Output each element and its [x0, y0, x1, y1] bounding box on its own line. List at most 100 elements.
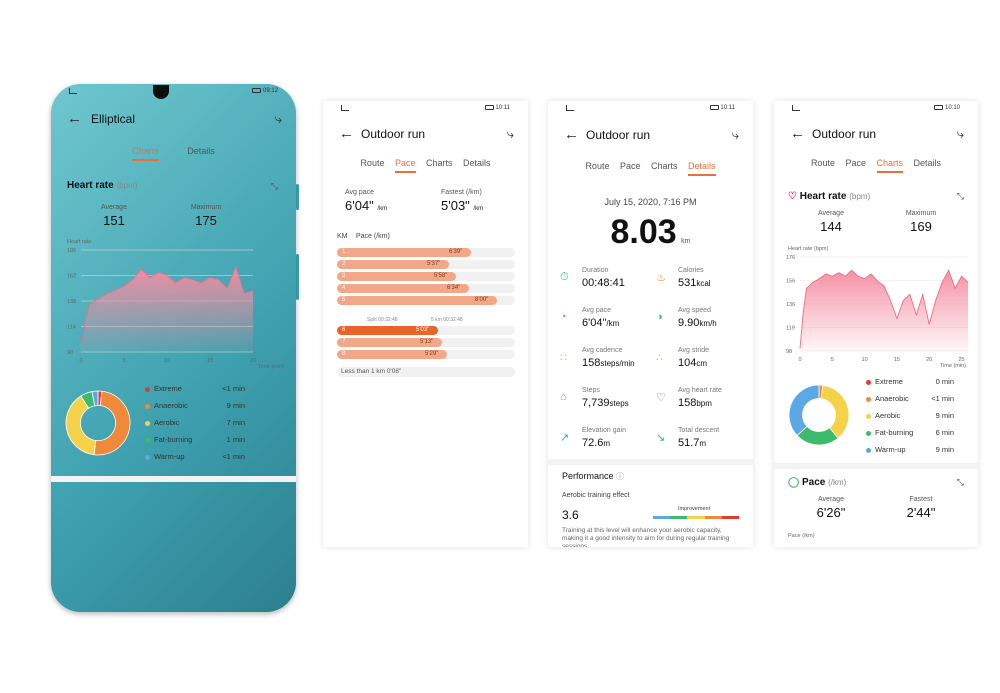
- signal-icon: [792, 105, 800, 111]
- hr4-x-tick-label: 20: [926, 357, 932, 363]
- status-time: 10:11: [720, 105, 735, 112]
- status-time: 10:11: [495, 105, 510, 112]
- tab-bar: Route Pace Charts Details: [548, 161, 753, 177]
- metric-value-wrap: 7,739steps: [582, 397, 629, 409]
- distance-value: 8.03: [610, 213, 677, 251]
- average-stat: Average 151: [89, 204, 139, 228]
- back-arrow-icon[interactable]: ←: [790, 125, 805, 142]
- elliptical-screen: 09:12 ← Elliptical ⤷ Charts Details Hear…: [51, 84, 296, 612]
- zone-value: 9 min: [226, 401, 245, 410]
- tab-bar: Charts Details: [51, 146, 296, 162]
- split-time: 8'00": [475, 297, 489, 303]
- zone-name: Extreme: [154, 384, 182, 393]
- chart-ylabel: Heart rate: [67, 239, 92, 245]
- tab-route[interactable]: Route: [585, 161, 610, 171]
- tab-charts[interactable]: Charts: [426, 158, 453, 168]
- zone-name: Warm-up: [154, 452, 185, 461]
- hr1-y-tick-label: 138: [67, 299, 76, 305]
- zone-dot: [145, 420, 150, 426]
- metric-unit: kcal: [696, 279, 711, 288]
- share-icon[interactable]: ⤷: [274, 111, 282, 126]
- metric-value: 72.6: [582, 437, 604, 449]
- metric-value-wrap: 00:48:41: [582, 277, 625, 289]
- fastest-value: 5'03": [441, 198, 470, 213]
- heart-rate-title-text: Heart rate: [799, 191, 847, 202]
- split-bar: 8: [337, 350, 447, 359]
- under-1km-text: Less than 1 km 0'08": [341, 368, 402, 375]
- tab-route[interactable]: Route: [810, 158, 835, 168]
- zone-name: Warm-up: [875, 445, 906, 454]
- split-km: 1: [342, 249, 346, 255]
- split-row: 2 5'37": [337, 260, 515, 269]
- share-icon[interactable]: ⤷: [731, 127, 739, 142]
- metric-value: 104: [678, 357, 697, 369]
- avg-pace-stat: Avg pace 6'04" /km: [345, 189, 405, 213]
- back-arrow-icon[interactable]: ←: [67, 110, 82, 127]
- zone-value: 9 min: [935, 411, 954, 420]
- split-note-left: Split 00:32:48: [367, 317, 398, 323]
- metric-value: 531: [678, 277, 697, 289]
- split-row: 5 8'00": [337, 296, 515, 305]
- expand-icon[interactable]: ⤡: [270, 181, 278, 191]
- tab-details[interactable]: Details: [913, 158, 942, 168]
- expand-icon[interactable]: ⤡: [956, 477, 964, 487]
- zone-dot: [866, 396, 871, 402]
- back-arrow-icon[interactable]: ←: [339, 125, 354, 142]
- zone-dot: [866, 430, 871, 436]
- stride-icon: ∴: [656, 352, 663, 364]
- status-bar: 10:10: [774, 105, 978, 115]
- tab-pace[interactable]: Pace: [845, 158, 866, 168]
- metric-value: 158: [678, 397, 697, 409]
- metric-unit: steps: [609, 399, 629, 408]
- battery-icon: [934, 105, 944, 110]
- tab-details[interactable]: Details: [463, 158, 491, 168]
- expand-icon[interactable]: ⤡: [956, 191, 964, 201]
- split-row: 8 5'29": [337, 350, 515, 359]
- split-time: 5'29": [425, 351, 439, 357]
- metric-unit: km/h: [699, 319, 717, 328]
- metric-label: Elevation gain: [582, 427, 626, 434]
- back-arrow-icon[interactable]: ←: [564, 126, 579, 143]
- info-icon[interactable]: ⓘ: [616, 472, 625, 481]
- zone-dot: [866, 447, 871, 453]
- tab-charts[interactable]: Charts: [651, 161, 678, 171]
- hr4-y-tick-label: 98: [786, 349, 792, 355]
- metric-label: Avg heart rate: [678, 387, 722, 394]
- zone-name: Aerobic: [875, 411, 901, 420]
- split-bar: 3: [337, 272, 456, 281]
- tab-pace[interactable]: Pace: [619, 161, 641, 171]
- tab-details[interactable]: Details: [187, 146, 215, 156]
- performance-description: Training at this level will enhance your…: [562, 527, 730, 547]
- metric-value-wrap: 158bpm: [678, 397, 712, 409]
- zone-value: 6 min: [935, 428, 954, 437]
- performance-title-text: Performance: [562, 471, 614, 481]
- chart-xlabel: Time (min): [257, 364, 284, 370]
- zone-row-fatburning: Fat-burning 6 min: [866, 428, 954, 445]
- details-screen: 10:11 ← Outdoor run ⤷ Route Pace Charts …: [548, 101, 753, 547]
- tab-details[interactable]: Details: [688, 161, 716, 176]
- status-time: 10:10: [944, 105, 960, 112]
- heart-rate-chart: 98 119 136 156 176 0 5 10 15 20 25: [786, 255, 969, 363]
- tab-bar: Route Pace Charts Details: [323, 158, 528, 174]
- share-icon[interactable]: ⤷: [956, 126, 964, 141]
- distance-display: 8.03 km: [548, 213, 753, 252]
- metric-avg-speed: ◑ Avg speed 9.90km/h: [656, 307, 751, 345]
- share-icon[interactable]: ⤷: [506, 126, 514, 141]
- tab-charts[interactable]: Charts: [876, 158, 904, 173]
- metric-calories: ♨ Calories 531kcal: [656, 267, 751, 305]
- split-time: 5'03": [416, 327, 430, 333]
- status-time: 09:12: [262, 88, 278, 95]
- tab-pace[interactable]: Pace: [394, 158, 416, 173]
- chart-ylabel: Heart rate (bpm): [788, 246, 829, 252]
- zone-row-aerobic: Aerobic 7 min: [145, 418, 245, 435]
- hr4-y-tick-label: 136: [786, 302, 795, 308]
- split-row: 6 5'03": [337, 326, 515, 335]
- tab-charts[interactable]: Charts: [132, 146, 159, 161]
- metric-avg-cadence: ∷ Avg cadence 158steps/min: [560, 347, 655, 385]
- split-km: 8: [342, 351, 346, 357]
- hr4-x-tick-label: 5: [831, 357, 834, 363]
- split-bar: 6: [337, 326, 438, 335]
- tab-route[interactable]: Route: [360, 158, 385, 168]
- zone-value: 1 min: [226, 435, 245, 444]
- hr1-x-tick-label: 15: [207, 358, 213, 364]
